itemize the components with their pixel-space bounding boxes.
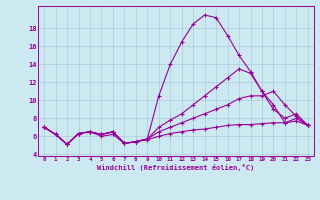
X-axis label: Windchill (Refroidissement éolien,°C): Windchill (Refroidissement éolien,°C) <box>97 164 255 171</box>
